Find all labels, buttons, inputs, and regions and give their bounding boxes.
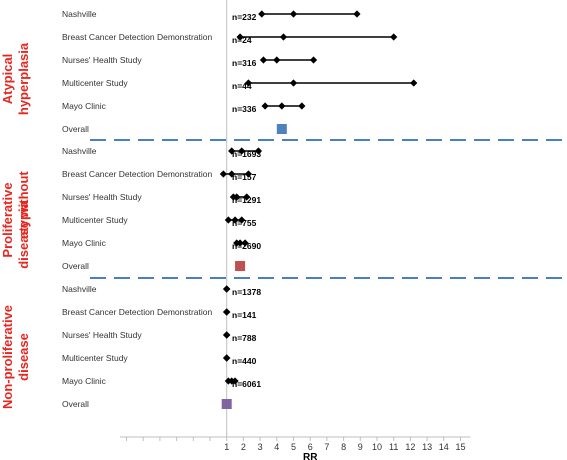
ci-high-marker xyxy=(223,308,231,316)
study-name: Nashville xyxy=(62,9,97,19)
group-label-line: disease without xyxy=(16,171,31,269)
group-label: Atypicalhyperplasia xyxy=(0,42,31,115)
ci-high-marker xyxy=(410,79,418,87)
group-label-line: Proliferative xyxy=(0,182,15,257)
ci-high-marker xyxy=(254,147,263,155)
sample-size: n=44 xyxy=(232,81,252,91)
group-label: Proliferativedisease withoutatypia xyxy=(0,171,31,269)
ci-low-marker xyxy=(258,10,266,18)
group-label-line: Non-proliferative xyxy=(0,305,15,409)
group-label: Non-proliferativedisease xyxy=(0,305,31,409)
rr-marker xyxy=(236,239,244,247)
study-name: Nurses' Health Study xyxy=(62,330,142,340)
rr-marker xyxy=(231,216,239,224)
study-name: Multicenter Study xyxy=(62,353,128,363)
x-axis-label: RR xyxy=(303,452,318,460)
sample-size: n=755 xyxy=(232,218,257,228)
label-layer: Atypicalhyperplasia Nashville n=232 Breast … xyxy=(0,9,261,409)
study-name: Breast Cancer Detection Demonstration xyxy=(62,169,213,179)
ci-high-marker xyxy=(231,377,239,385)
ci-low-marker xyxy=(224,216,232,224)
overall-label: Overall xyxy=(62,399,89,409)
x-tick-label: 15 xyxy=(455,442,465,452)
group-label-line: hyperplasia xyxy=(16,42,31,115)
overall-marker xyxy=(276,124,287,134)
ci-low-marker xyxy=(228,147,236,155)
x-tick-label: 11 xyxy=(389,442,398,452)
x-tick-label: 10 xyxy=(372,442,382,452)
study-name: Breast Cancer Detection Demonstration xyxy=(62,307,213,317)
background-layer xyxy=(90,0,567,437)
group-label-line: disease xyxy=(16,333,31,381)
ci-low-marker xyxy=(219,170,227,178)
mark-layer xyxy=(219,10,418,409)
sample-size: n=2690 xyxy=(232,241,261,251)
overall-label: Overall xyxy=(62,261,89,271)
sample-size: n=440 xyxy=(232,356,257,366)
group-label-line: atypia xyxy=(16,200,31,238)
ci-high-marker xyxy=(353,10,361,18)
rr-marker xyxy=(233,193,241,201)
rr-marker xyxy=(273,56,281,64)
sample-size: n=336 xyxy=(232,104,257,114)
sample-size: n=232 xyxy=(232,12,257,22)
study-name: Multicenter Study xyxy=(62,78,128,88)
sample-size: n=1693 xyxy=(232,149,261,159)
ci-high-marker xyxy=(241,239,249,247)
x-tick-label: 8 xyxy=(341,442,346,452)
ci-high-marker xyxy=(298,102,306,110)
sample-size: n=788 xyxy=(232,333,257,343)
x-tick-label: 13 xyxy=(422,442,432,452)
ci-low-marker xyxy=(236,33,244,41)
study-name: Nashville xyxy=(62,146,97,156)
ci-high-marker xyxy=(309,56,318,64)
study-name: Mayo Clinic xyxy=(62,101,107,111)
rr-marker xyxy=(289,10,298,18)
rr-marker xyxy=(279,33,288,41)
sample-size: n=141 xyxy=(232,310,257,320)
study-name: Mayo Clinic xyxy=(62,238,107,248)
sample-size: n=6061 xyxy=(232,379,261,389)
study-name: Nurses' Health Study xyxy=(62,192,142,202)
sample-size: n=1378 xyxy=(232,287,261,297)
x-tick-label: 12 xyxy=(405,442,415,452)
overall-marker xyxy=(235,261,246,271)
group-label-line: Atypical xyxy=(0,54,15,105)
ci-high-marker xyxy=(238,216,246,224)
sample-size: n=316 xyxy=(232,58,257,68)
overall-label: Overall xyxy=(62,124,89,134)
ci-low-marker xyxy=(261,102,269,110)
study-name: Nurses' Health Study xyxy=(62,55,142,65)
x-tick-label: 9 xyxy=(358,442,363,452)
ci-high-marker xyxy=(390,33,398,41)
ci-high-marker xyxy=(223,285,231,293)
ci-low-marker xyxy=(244,79,253,87)
x-tick-label: 7 xyxy=(324,442,329,452)
x-tick-label: 14 xyxy=(439,442,449,452)
x-tick-label: 2 xyxy=(241,442,246,452)
study-name: Nashville xyxy=(62,284,97,294)
x-tick-label: 5 xyxy=(291,442,296,452)
ci-high-marker xyxy=(244,170,253,178)
ci-high-marker xyxy=(223,354,231,362)
ci-low-marker xyxy=(259,56,268,64)
sample-size: n=24 xyxy=(232,35,252,45)
sample-size: n=157 xyxy=(232,172,257,182)
x-tick-label: 4 xyxy=(274,442,279,452)
rr-marker xyxy=(228,170,236,178)
rr-marker xyxy=(278,102,286,110)
ci-high-marker xyxy=(223,331,231,339)
study-name: Breast Cancer Detection Demonstration xyxy=(62,32,213,42)
rr-marker xyxy=(289,79,298,87)
study-name: Mayo Clinic xyxy=(62,376,107,386)
ci-high-marker xyxy=(243,193,251,201)
overall-marker xyxy=(221,399,232,409)
study-name: Multicenter Study xyxy=(62,215,128,225)
x-tick-label: 6 xyxy=(308,442,313,452)
rr-marker xyxy=(238,147,246,155)
x-tick-label: 1 xyxy=(224,442,229,452)
x-tick-label: 3 xyxy=(258,442,263,452)
